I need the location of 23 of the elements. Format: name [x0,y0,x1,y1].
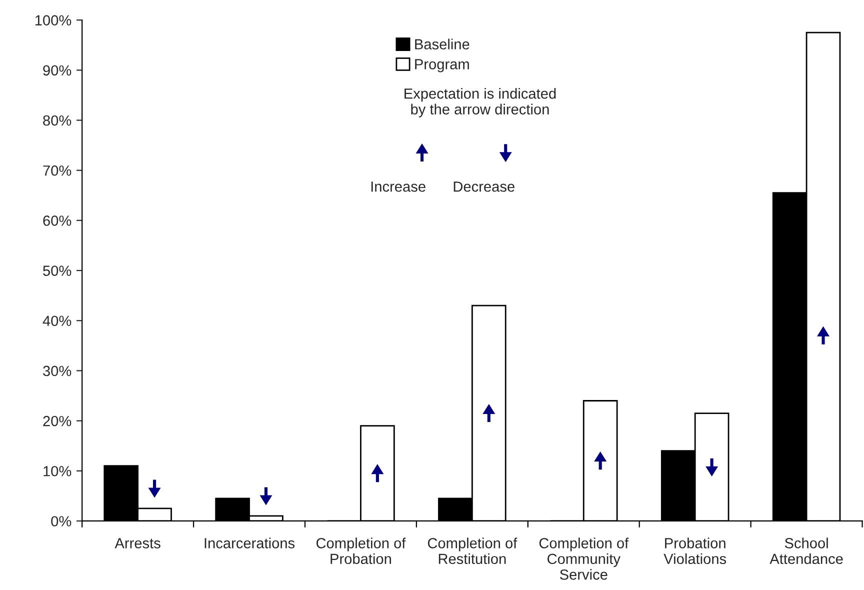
x-tick-label: Probation Violations [664,538,726,564]
annotation: Decrease [454,182,514,192]
y-tick-label: 50% [43,266,72,276]
x-tick-label: Arrests [114,538,160,548]
y-tick-label: 40% [42,316,72,326]
y-tick-label: 0% [51,516,72,526]
y-tick-label: 60% [43,216,72,226]
x-tick-label: Completion of Probation [316,538,406,564]
x-tick-label: Completion of Community Service [539,538,629,580]
y-tick-label: 70% [43,165,72,176]
x-tick-label: Incarcerations [204,538,295,548]
legend-label: Baseline [415,38,470,50]
legend-label: Program [415,59,469,72]
x-tick-label: Completion of Restitution [428,538,518,564]
x-tick-label: School Attendance [770,538,843,564]
y-tick-label: 100% [35,15,72,26]
y-tick-label: 80% [43,115,72,126]
annotation: Increase [371,182,426,192]
annotation: Expectation is indicated by the arrow direction [404,88,556,118]
y-tick-label: 30% [43,366,72,376]
y-tick-label: 90% [43,65,72,76]
y-tick-label: 20% [43,416,72,426]
y-tick-label: 10% [44,466,72,476]
